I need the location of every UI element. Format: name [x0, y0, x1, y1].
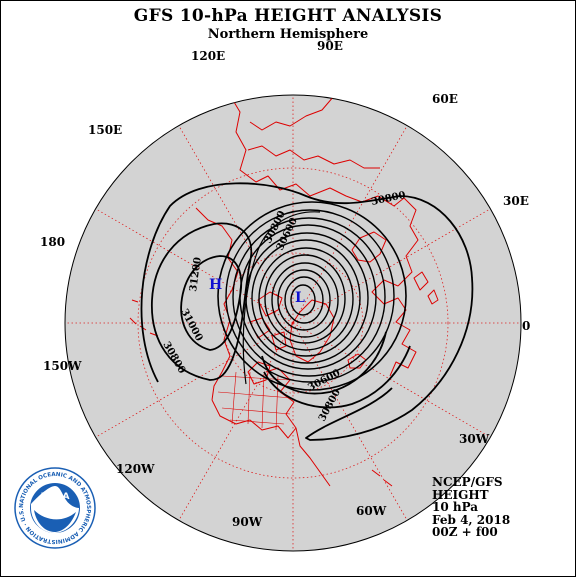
coast-greenland — [289, 299, 335, 363]
vortex-ring-6 — [251, 239, 361, 357]
info-cycle: 00Z + f00 — [432, 525, 498, 539]
vortex-ring-10 — [277, 269, 331, 331]
lon-label-60e: 60E — [432, 92, 458, 106]
coast-atlantic-us — [295, 427, 331, 487]
coast-europe — [371, 279, 417, 377]
vortex-ring-7 — [258, 247, 354, 351]
vortex-ring-3 — [232, 217, 386, 377]
coastlines — [129, 95, 439, 487]
lat-circle-40 — [137, 167, 449, 479]
model-info-block: NCEP/GFS HEIGHT 10 hPa Feb 4, 2018 00Z +… — [432, 476, 510, 539]
lon-label-90w: 90W — [232, 515, 263, 529]
contour-31200 — [180, 255, 242, 351]
coast-north-america — [211, 367, 297, 439]
coast-alaska — [195, 207, 239, 401]
contour-31000 — [151, 222, 253, 381]
info-date: Feb 4, 2018 — [432, 512, 511, 527]
vortex-ring-9 — [271, 262, 339, 338]
coast-iceland — [347, 353, 367, 369]
lon-label-150e: 150E — [88, 123, 123, 137]
contour-30600-south — [261, 331, 387, 395]
lon-label-30w: 30W — [459, 432, 490, 446]
contour-30800-inner-west — [242, 211, 321, 385]
logo-wordmark: NOAA — [41, 492, 70, 502]
info-level: 10 hPa — [432, 500, 479, 514]
lon-label-120w: 120W — [116, 462, 155, 476]
lon-label-90e: 90E — [317, 39, 343, 53]
high-pressure-center: H — [209, 277, 222, 293]
vortex-ring-11 — [284, 276, 324, 324]
height-contours — [140, 182, 474, 441]
low-pressure-center: L — [295, 290, 305, 306]
map-title: GFS 10-hPa HEIGHT ANALYSIS — [133, 6, 443, 26]
info-model: NCEP/GFS — [432, 475, 503, 489]
map-subtitle: Northern Hemisphere — [207, 27, 369, 42]
lon-label-0: 0 — [522, 319, 531, 333]
coast-scandinavia — [351, 231, 387, 263]
contour-30800-south — [263, 345, 411, 409]
coast-siberia — [247, 145, 380, 169]
vortex-ring-1 — [217, 201, 407, 391]
coast-eurasia-north — [227, 95, 419, 287]
coast-hudson-bay — [247, 361, 271, 385]
lon-label-120e: 120E — [191, 49, 226, 63]
contour-30800-outer — [140, 182, 474, 441]
political-borders — [217, 371, 293, 431]
lon-label-60w: 60W — [356, 504, 387, 518]
vortex-ring-12 — [290, 284, 316, 316]
contour-label-31200: 31200 — [188, 256, 204, 292]
vortex-ring-5 — [245, 232, 369, 364]
coast-uk — [413, 271, 439, 305]
vortex-ring-8 — [264, 254, 346, 344]
lon-label-180: 180 — [40, 235, 66, 249]
lon-label-150w: 150W — [43, 359, 82, 373]
info-field: HEIGHT — [432, 487, 489, 502]
vortex-ring-4 — [239, 224, 377, 370]
lon-label-30e: 30E — [503, 194, 529, 208]
vortex-ring-2 — [225, 209, 395, 383]
coast-asia-east — [231, 95, 357, 131]
